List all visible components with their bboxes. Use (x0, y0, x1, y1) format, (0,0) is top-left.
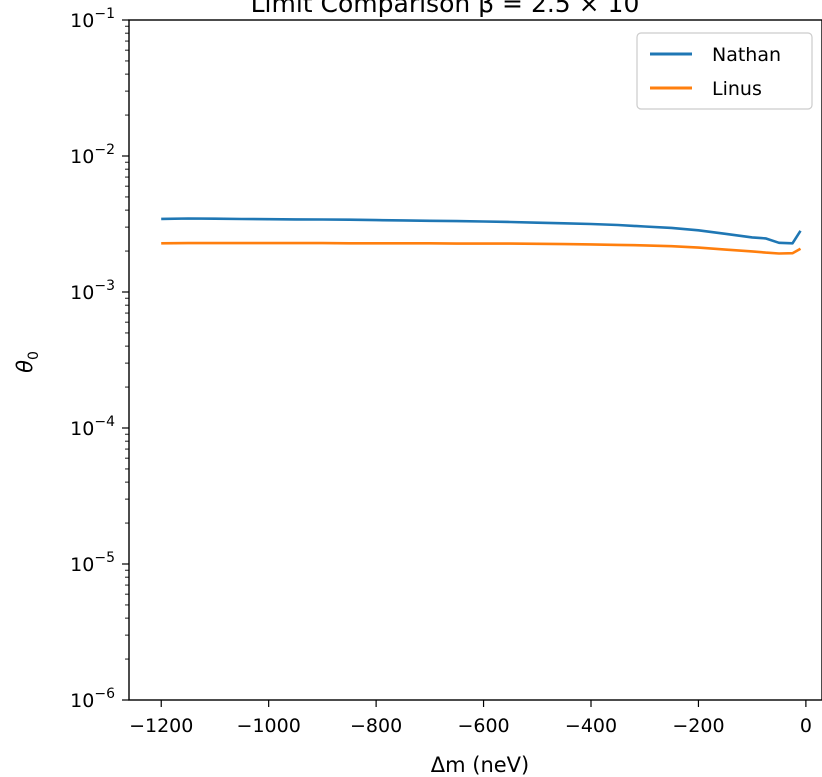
legend-box (636, 32, 813, 110)
legend-label-linus: Linus (712, 78, 762, 100)
x-tick-label: −200 (672, 715, 724, 737)
chart-title: Limit Comparison β = 2.5 × 10 (251, 0, 640, 18)
y-tick-label: 10−4 (70, 414, 115, 440)
y-tick-label: 10−3 (70, 278, 115, 304)
y-tick-label: 10−6 (70, 686, 115, 712)
x-axis: −1200 −1000 −800 −600 −400 −200 0 (129, 700, 812, 737)
svg-text:θ0: θ0 (13, 351, 42, 373)
y-axis-label-subscript: 0 (26, 351, 42, 360)
x-axis-label: Δm (neV) (431, 753, 529, 777)
x-tick-label: −800 (350, 715, 402, 737)
y-tick-label: 10−5 (70, 550, 115, 576)
y-axis-label-main: θ (13, 360, 37, 373)
x-tick-label: −600 (457, 715, 509, 737)
y-tick-label: 10−1 (70, 6, 115, 32)
legend: Nathan Linus (636, 32, 813, 110)
x-tick-label: 0 (800, 715, 812, 737)
plot-area (128, 19, 822, 701)
y-axis: 10−6 10−5 10−4 10−3 10−2 10−1 (70, 6, 129, 712)
series-line-nathan (161, 217, 802, 245)
series-lines (161, 217, 802, 255)
series-line-linus (161, 241, 802, 255)
legend-label-nathan: Nathan (712, 44, 781, 66)
x-tick-label: −400 (565, 715, 617, 737)
plot-frame (128, 19, 822, 701)
x-tick-label: −1200 (129, 715, 193, 737)
y-tick-label: 10−2 (70, 142, 115, 168)
x-tick-label: −1000 (237, 715, 301, 737)
y-axis-label: θ0 (13, 351, 42, 373)
